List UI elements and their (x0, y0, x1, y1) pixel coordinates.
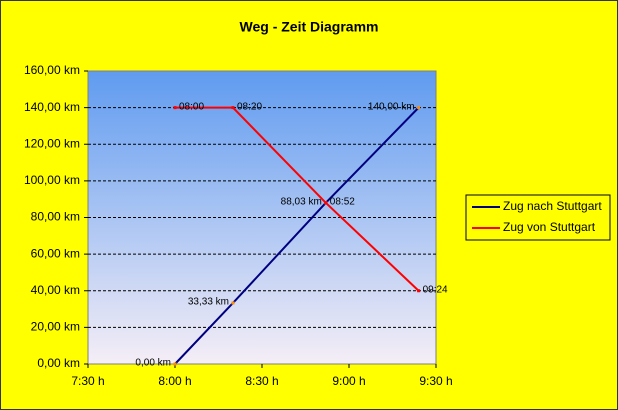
data-label: 33,33 km (188, 297, 229, 308)
y-tick-label: 80,00 km (31, 210, 80, 224)
x-tick-label: 8:00 h (158, 374, 191, 388)
x-tick-label: 7:30 h (71, 374, 104, 388)
x-tick-label: 9:30 h (419, 374, 452, 388)
y-tick-label: 40,00 km (31, 283, 80, 297)
data-label: 08:52 (330, 196, 355, 207)
legend-label: Zug nach Stuttgart (503, 199, 602, 213)
series-line (175, 106, 420, 292)
x-tick-label: 8:30 h (245, 374, 278, 388)
y-tick-label: 20,00 km (31, 320, 80, 334)
data-label: 09:24 (423, 284, 448, 295)
y-tick-label: 60,00 km (31, 246, 80, 260)
y-tick-label: 140,00 km (24, 100, 80, 114)
point-marker (324, 201, 328, 205)
data-label: 0,00 km (135, 358, 171, 369)
point-marker (417, 289, 421, 293)
y-tick-label: 160,00 km (24, 63, 80, 77)
y-tick-label: 120,00 km (24, 136, 80, 150)
point-marker (417, 106, 421, 110)
point-marker (173, 362, 177, 366)
data-label: 88,03 km (281, 196, 322, 207)
point-marker (231, 301, 235, 305)
point-marker (231, 106, 235, 110)
data-label: 140,00 km (368, 101, 415, 112)
legend (465, 194, 611, 241)
legend-label: Zug von Stuttgart (503, 220, 596, 234)
series-line (174, 106, 420, 365)
data-label: 08:20 (237, 101, 262, 112)
point-marker (173, 106, 177, 110)
y-tick-label: 100,00 km (24, 173, 80, 187)
chart-title: Weg - Zeit Diagramm (240, 19, 379, 35)
data-label: 08:00 (179, 101, 204, 112)
x-tick-label: 9:00 h (332, 374, 365, 388)
y-tick-label: 0,00 km (37, 356, 80, 370)
